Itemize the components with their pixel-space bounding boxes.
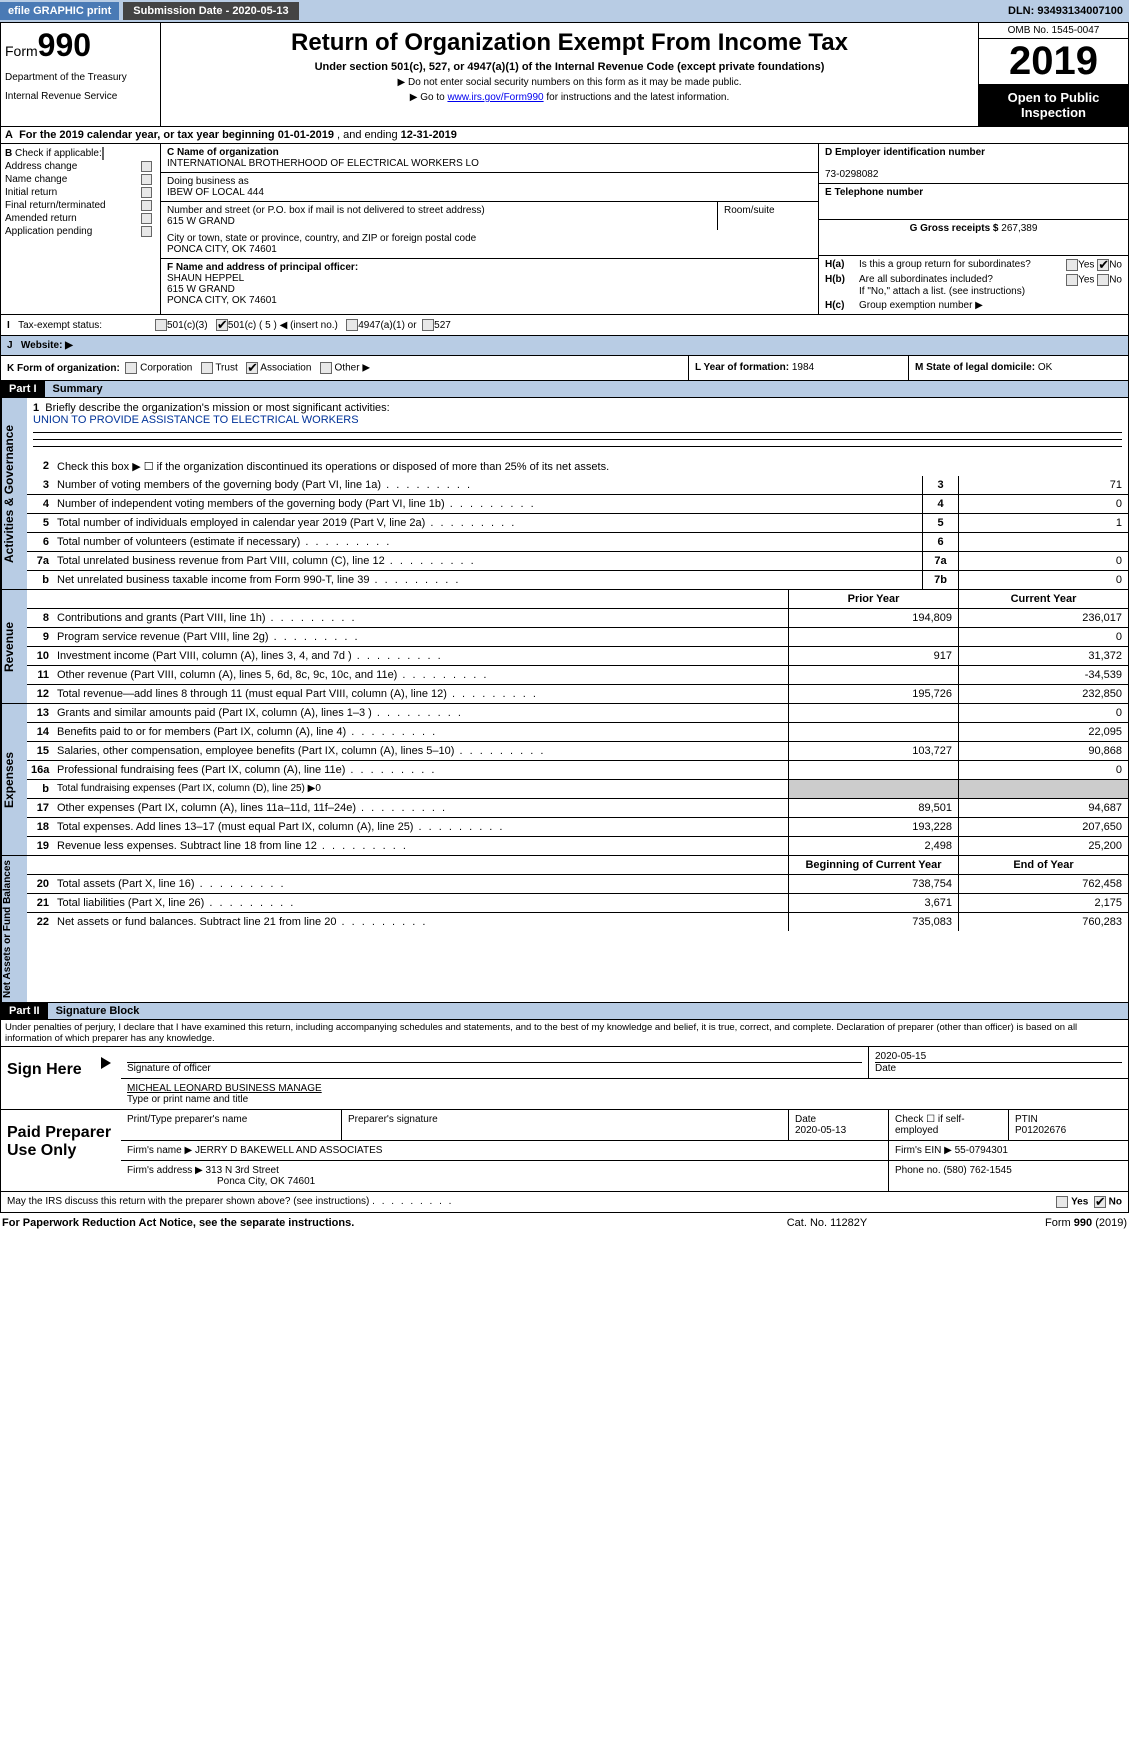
dln: DLN: 93493134007100 bbox=[1008, 5, 1129, 17]
topbar: efile GRAPHIC print Submission Date - 20… bbox=[0, 0, 1129, 22]
sign-here-label: Sign Here bbox=[1, 1047, 101, 1109]
omb: OMB No. 1545-0047 bbox=[979, 23, 1128, 39]
row-i: I Tax-exempt status: 501(c)(3) 501(c) ( … bbox=[0, 315, 1129, 336]
row-k: K Form of organization: Corporation Trus… bbox=[0, 356, 1129, 381]
form-number: Form990 bbox=[5, 27, 156, 64]
part2-bar: Part IISignature Block bbox=[0, 1003, 1129, 1020]
irs-link[interactable]: www.irs.gov/Form990 bbox=[447, 92, 543, 103]
gross-receipts: 267,389 bbox=[1001, 223, 1037, 234]
perjury-text: Under penalties of perjury, I declare th… bbox=[1, 1020, 1128, 1046]
checkbox[interactable] bbox=[141, 161, 152, 172]
ein: 73-0298082 bbox=[825, 169, 878, 180]
efile-badge: efile GRAPHIC print bbox=[0, 2, 119, 20]
org-name: INTERNATIONAL BROTHERHOOD OF ELECTRICAL … bbox=[167, 158, 479, 169]
section-a: A For the 2019 calendar year, or tax yea… bbox=[0, 127, 1129, 144]
note-ssn: ▶ Do not enter social security numbers o… bbox=[167, 77, 972, 88]
net-section: Net Assets or Fund Balances Beginning of… bbox=[0, 856, 1129, 1003]
dba: IBEW OF LOCAL 444 bbox=[167, 187, 264, 198]
rev-section: Revenue Prior YearCurrent Year 8Contribu… bbox=[0, 590, 1129, 704]
form-subtitle: Under section 501(c), 527, or 4947(a)(1)… bbox=[167, 61, 972, 73]
firm-ein: 55-0794301 bbox=[955, 1145, 1008, 1156]
arrow-icon bbox=[101, 1057, 111, 1069]
checkbox[interactable] bbox=[102, 147, 104, 160]
discuss-q: May the IRS discuss this return with the… bbox=[7, 1196, 1056, 1208]
tab-governance: Activities & Governance bbox=[1, 398, 27, 589]
firm-name: JERRY D BAKEWELL AND ASSOCIATES bbox=[195, 1145, 382, 1156]
tab-expenses: Expenses bbox=[1, 704, 27, 855]
footer: For Paperwork Reduction Act Notice, see … bbox=[0, 1213, 1129, 1233]
form-title: Return of Organization Exempt From Incom… bbox=[167, 29, 972, 57]
tab-revenue: Revenue bbox=[1, 590, 27, 703]
checkbox[interactable] bbox=[141, 226, 152, 237]
phone: (580) 762-1545 bbox=[943, 1165, 1011, 1176]
officer-name: SHAUN HEPPEL bbox=[167, 273, 244, 284]
tax-year: 2019 bbox=[979, 39, 1128, 84]
room-label: Room/suite bbox=[718, 202, 818, 230]
dept: Department of the Treasury bbox=[5, 72, 156, 83]
exp-section: Expenses 13Grants and similar amounts pa… bbox=[0, 704, 1129, 856]
form-header: Form990 Department of the Treasury Inter… bbox=[0, 22, 1129, 127]
part1-bar: Part ISummary bbox=[0, 381, 1129, 398]
street: 615 W GRAND bbox=[167, 216, 235, 227]
city: PONCA CITY, OK 74601 bbox=[167, 244, 277, 255]
checkbox[interactable] bbox=[141, 200, 152, 211]
col-c: C Name of organization INTERNATIONAL BRO… bbox=[161, 144, 818, 314]
checkbox[interactable] bbox=[141, 174, 152, 185]
note-link: ▶ Go to www.irs.gov/Form990 for instruct… bbox=[167, 92, 972, 103]
signer-name: MICHEAL LEONARD BUSINESS MANAGE bbox=[127, 1083, 322, 1094]
col-d: D Employer identification number 73-0298… bbox=[818, 144, 1128, 314]
main-block: B Check if applicable: Address changeNam… bbox=[0, 144, 1129, 315]
irs: Internal Revenue Service bbox=[5, 91, 156, 102]
submission-date: Submission Date - 2020-05-13 bbox=[123, 2, 298, 20]
checkbox[interactable] bbox=[141, 213, 152, 224]
open-inspection: Open to Public Inspection bbox=[979, 84, 1128, 126]
ptin: P01202676 bbox=[1015, 1125, 1066, 1136]
col-b: B Check if applicable: Address changeNam… bbox=[1, 144, 161, 314]
mission-text: UNION TO PROVIDE ASSISTANCE TO ELECTRICA… bbox=[33, 414, 359, 426]
row-j: J Website: ▶ bbox=[0, 336, 1129, 356]
checkbox[interactable] bbox=[141, 187, 152, 198]
tab-net: Net Assets or Fund Balances bbox=[1, 856, 27, 1002]
signature-block: Under penalties of perjury, I declare th… bbox=[0, 1020, 1129, 1213]
paid-prep-label: Paid Preparer Use Only bbox=[1, 1110, 121, 1191]
gov-section: Activities & Governance 1 Briefly descri… bbox=[0, 398, 1129, 590]
